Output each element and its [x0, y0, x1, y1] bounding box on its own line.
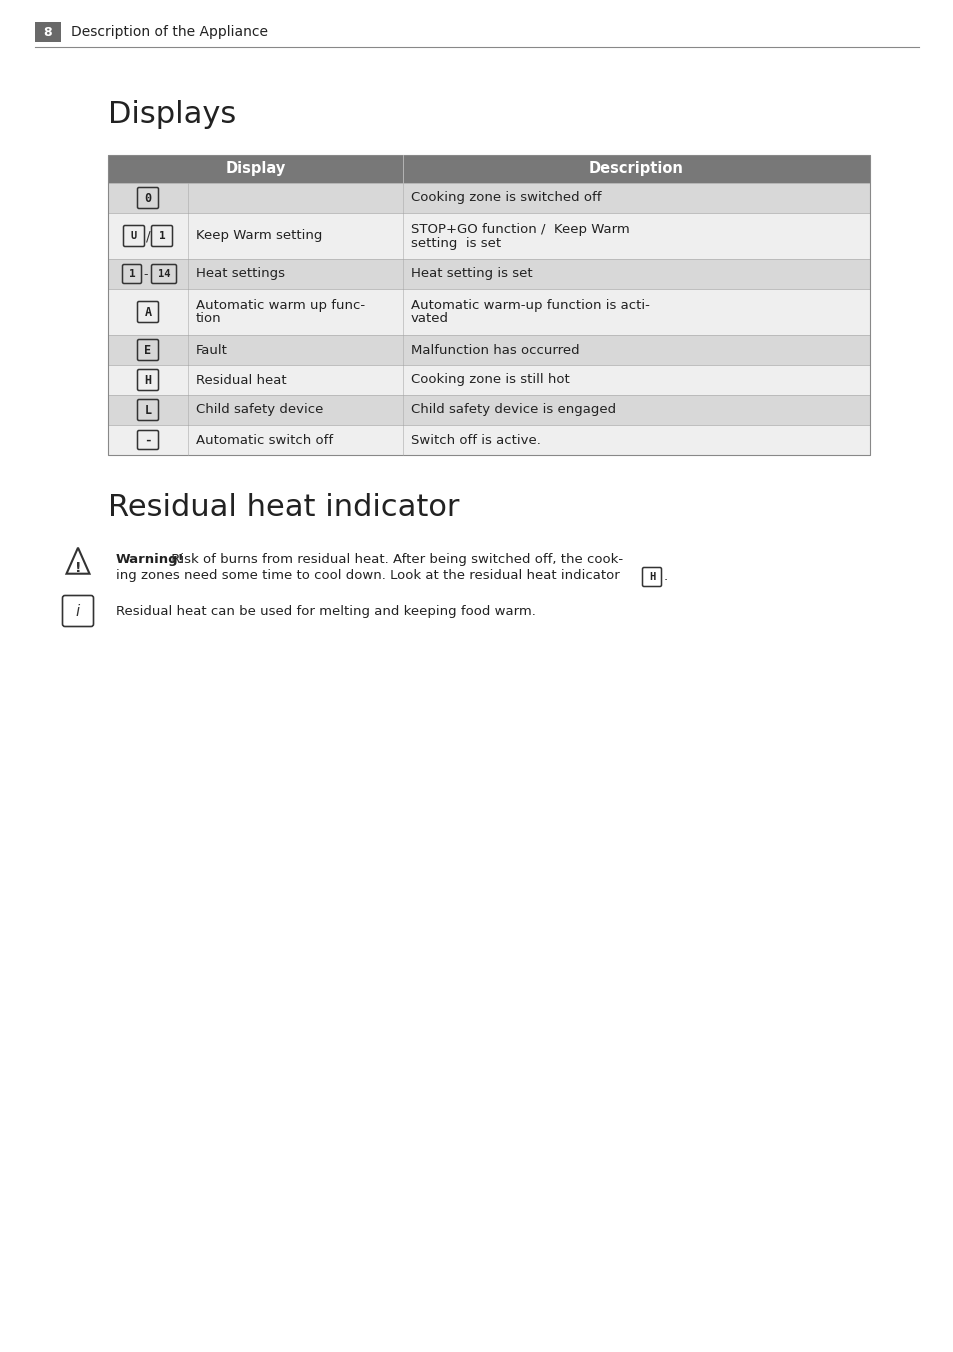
Text: H: H — [144, 373, 152, 387]
Text: Description of the Appliance: Description of the Appliance — [71, 24, 268, 39]
Text: Automatic warm up func-: Automatic warm up func- — [195, 299, 365, 311]
Bar — [108, 155, 869, 456]
Text: tion: tion — [195, 312, 221, 326]
Text: Residual heat indicator: Residual heat indicator — [108, 493, 459, 522]
Text: 1: 1 — [129, 269, 135, 279]
Text: Warning!: Warning! — [116, 553, 185, 566]
Text: vated: vated — [411, 312, 449, 326]
Text: Display: Display — [225, 161, 285, 177]
Text: Cooking zone is switched off: Cooking zone is switched off — [411, 192, 601, 204]
Text: 8: 8 — [44, 26, 52, 38]
Text: Description: Description — [588, 161, 683, 177]
Text: /: / — [146, 228, 151, 243]
Bar — [108, 214, 869, 260]
Text: Displays: Displays — [108, 100, 236, 128]
Text: Residual heat can be used for melting and keeping food warm.: Residual heat can be used for melting an… — [116, 604, 536, 618]
Bar — [35, 22, 61, 42]
Text: !: ! — [74, 561, 81, 575]
Bar — [108, 183, 869, 214]
Bar — [108, 335, 869, 365]
Text: Switch off is active.: Switch off is active. — [411, 434, 540, 446]
Text: Automatic switch off: Automatic switch off — [195, 434, 333, 446]
Text: i: i — [76, 603, 80, 618]
Text: Keep Warm setting: Keep Warm setting — [195, 230, 322, 242]
Text: Risk of burns from residual heat. After being switched off, the cook-: Risk of burns from residual heat. After … — [167, 553, 622, 566]
Text: Malfunction has occurred: Malfunction has occurred — [411, 343, 579, 357]
Text: ing zones need some time to cool down. Look at the residual heat indicator: ing zones need some time to cool down. L… — [116, 569, 619, 581]
Text: Cooking zone is still hot: Cooking zone is still hot — [411, 373, 569, 387]
Bar — [108, 289, 869, 335]
Text: Automatic warm-up function is acti-: Automatic warm-up function is acti- — [411, 299, 649, 311]
Bar — [108, 395, 869, 425]
Text: U: U — [131, 231, 137, 241]
Text: Child safety device is engaged: Child safety device is engaged — [411, 403, 616, 416]
Bar — [108, 425, 869, 456]
Text: -: - — [144, 434, 152, 446]
Text: .: . — [663, 571, 667, 584]
Text: Heat setting is set: Heat setting is set — [411, 268, 532, 280]
Text: L: L — [144, 403, 152, 416]
Bar — [108, 260, 869, 289]
Text: Heat settings: Heat settings — [195, 268, 285, 280]
Text: 14: 14 — [157, 269, 170, 279]
Text: A: A — [144, 306, 152, 319]
Text: 0: 0 — [144, 192, 152, 204]
Text: setting  is set: setting is set — [411, 237, 500, 250]
Bar — [108, 365, 869, 395]
Text: H: H — [648, 572, 655, 581]
Text: Child safety device: Child safety device — [195, 403, 323, 416]
Text: Fault: Fault — [195, 343, 228, 357]
Text: Residual heat: Residual heat — [195, 373, 286, 387]
Text: 1: 1 — [158, 231, 165, 241]
Bar — [108, 155, 869, 183]
Text: -: - — [139, 268, 152, 280]
Text: STOP+GO function /  Keep Warm: STOP+GO function / Keep Warm — [411, 223, 629, 235]
Text: E: E — [144, 343, 152, 357]
